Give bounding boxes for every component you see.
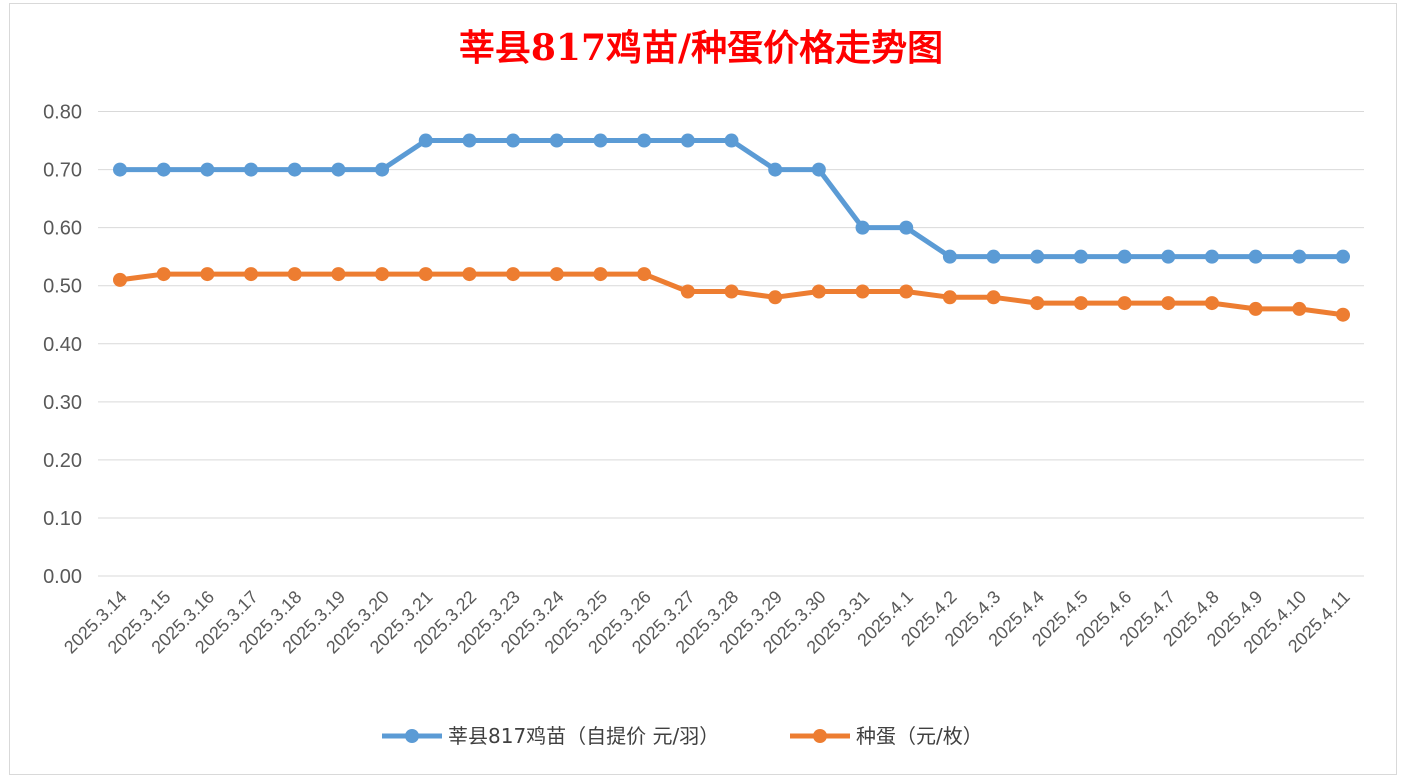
data-point xyxy=(899,284,914,299)
data-point xyxy=(156,267,171,282)
legend-swatch-marker xyxy=(813,729,827,743)
chart-border xyxy=(9,3,1397,775)
data-point xyxy=(1336,249,1350,264)
y-tick-label: 0.70 xyxy=(43,160,82,182)
chart-title: 莘县817鸡苗/种蛋价格走势图 xyxy=(459,27,943,69)
data-point xyxy=(768,290,783,305)
data-point xyxy=(1030,296,1045,311)
data-point xyxy=(637,133,652,148)
data-point xyxy=(418,267,433,282)
data-point xyxy=(986,249,1001,264)
legend-item: 种蛋（元/枚） xyxy=(790,724,983,748)
data-point xyxy=(986,290,1001,305)
legend-item: 莘县817鸡苗（自提价 元/羽） xyxy=(382,724,719,748)
data-point xyxy=(244,267,259,282)
legend-label: 种蛋（元/枚） xyxy=(856,724,983,748)
data-point xyxy=(1292,249,1307,264)
data-point xyxy=(811,284,826,299)
data-point xyxy=(811,162,826,177)
data-point xyxy=(680,133,695,148)
data-point xyxy=(462,267,477,282)
data-point xyxy=(1248,301,1263,316)
data-point xyxy=(1161,249,1176,264)
data-point xyxy=(418,133,433,148)
data-point xyxy=(462,133,477,148)
y-tick-label: 0.30 xyxy=(43,392,82,414)
data-point xyxy=(549,133,564,148)
legend-swatch-marker xyxy=(405,729,419,743)
data-point xyxy=(768,162,783,177)
y-tick-label: 0.20 xyxy=(43,450,82,472)
data-point xyxy=(113,272,127,287)
data-point xyxy=(113,162,127,177)
data-point xyxy=(1248,249,1263,264)
data-point xyxy=(287,267,302,282)
data-point xyxy=(1204,296,1219,311)
data-point xyxy=(899,220,914,235)
data-point xyxy=(375,162,390,177)
y-axis-ticks: 0.00 0.10 0.20 0.30 0.40 0.50 0.60 0.70 0.80 xyxy=(43,102,82,589)
data-point xyxy=(506,133,521,148)
data-point xyxy=(1030,249,1045,264)
data-point xyxy=(200,162,215,177)
data-point xyxy=(1161,296,1176,311)
series-1 xyxy=(113,133,1350,264)
data-point xyxy=(942,249,957,264)
data-point xyxy=(1073,296,1088,311)
data-point xyxy=(375,267,390,282)
data-point xyxy=(200,267,215,282)
data-point xyxy=(244,162,259,177)
data-point xyxy=(1204,249,1219,264)
data-point xyxy=(1117,296,1132,311)
legend: 莘县817鸡苗（自提价 元/羽） 种蛋（元/枚） xyxy=(382,724,983,748)
y-tick-label: 0.80 xyxy=(43,102,82,124)
data-point xyxy=(593,133,608,148)
data-point xyxy=(855,220,870,235)
data-point xyxy=(506,267,521,282)
y-tick-label: 0.40 xyxy=(43,334,82,356)
data-point xyxy=(680,284,695,299)
data-point xyxy=(287,162,302,177)
data-point xyxy=(942,290,957,305)
data-point xyxy=(724,284,739,299)
data-point xyxy=(331,267,346,282)
series-lines xyxy=(113,133,1350,322)
data-point xyxy=(855,284,870,299)
series-2 xyxy=(113,267,1350,322)
data-point xyxy=(156,162,171,177)
data-point xyxy=(1292,301,1307,316)
data-point xyxy=(637,267,652,282)
y-tick-label: 0.00 xyxy=(43,566,82,588)
data-point xyxy=(1073,249,1088,264)
y-tick-label: 0.50 xyxy=(43,276,82,298)
data-point xyxy=(724,133,739,148)
data-point xyxy=(549,267,564,282)
data-point xyxy=(1336,307,1350,322)
data-point xyxy=(1117,249,1132,264)
data-point xyxy=(593,267,608,282)
data-point xyxy=(331,162,346,177)
legend-label: 莘县817鸡苗（自提价 元/羽） xyxy=(448,724,719,748)
y-tick-label: 0.10 xyxy=(43,508,82,530)
y-tick-label: 0.60 xyxy=(43,218,82,240)
